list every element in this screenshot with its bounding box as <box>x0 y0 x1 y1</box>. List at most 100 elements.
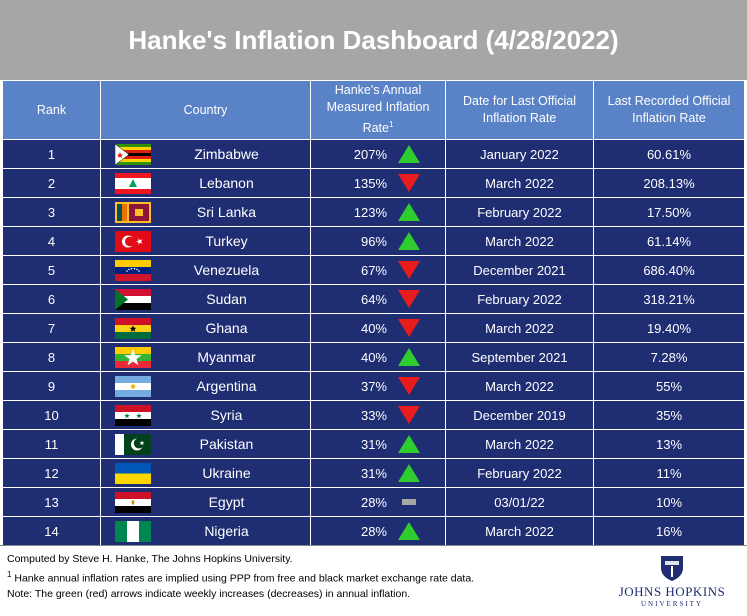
country-cell: Egypt <box>100 487 311 517</box>
footnote-marker: 1 <box>7 570 12 579</box>
up-arrow-icon <box>398 435 420 453</box>
rank-cell: 2 <box>2 168 101 198</box>
down-arrow-icon <box>398 261 420 279</box>
country-name: Argentina <box>196 378 257 394</box>
down-arrow-icon <box>398 319 420 337</box>
hanke-rate-cell: 31% <box>310 429 446 459</box>
flag-ghana-icon <box>115 317 151 339</box>
footnote-computed-by: Computed by Steve H. Hanke, The Johns Ho… <box>7 553 293 565</box>
flag-sudan-icon <box>115 288 151 310</box>
table-row: 7 Ghana 40% March 2022 19.40% <box>2 313 745 343</box>
country-name: Syria <box>210 407 243 423</box>
up-arrow-icon <box>398 348 420 366</box>
footnote-ppp: 1 Hanke annual inflation rates are impli… <box>7 567 474 587</box>
official-rate-cell: 60.61% <box>593 139 745 169</box>
table-row: 12 Ukraine 31% February 2022 11% <box>2 458 745 488</box>
dashboard-title: Hanke's Inflation Dashboard (4/28/2022) <box>128 24 619 55</box>
table-row: 13 Egypt 28% 03/01/22 10% <box>2 487 745 517</box>
country-cell: Sudan <box>100 284 311 314</box>
country-cell: Turkey <box>100 226 311 256</box>
country-name: Venezuela <box>193 262 260 278</box>
flag-nigeria-icon <box>115 520 151 542</box>
rank-cell: 12 <box>2 458 101 488</box>
country-cell: Ghana <box>100 313 311 343</box>
official-rate-cell: 13% <box>593 429 745 459</box>
header-hanke-label: Hanke's Annual Measured Inflation Rate <box>326 83 430 136</box>
hanke-rate-value: 40% <box>360 320 387 336</box>
flag-venezuela-icon <box>115 259 151 281</box>
official-rate-cell: 19.40% <box>593 313 745 343</box>
official-rate-cell: 16% <box>593 516 745 546</box>
country-cell: Sri Lanka <box>100 197 311 227</box>
rank-cell: 14 <box>2 516 101 546</box>
date-cell: March 2022 <box>445 226 594 256</box>
up-arrow-icon <box>398 203 420 221</box>
rank-cell: 4 <box>2 226 101 256</box>
country-name: Nigeria <box>204 523 249 539</box>
table-row: 3 Sri Lanka 123% February 2022 17.50% <box>2 197 745 227</box>
flag-sri-lanka-icon <box>115 201 151 223</box>
date-cell: September 2021 <box>445 342 594 372</box>
hanke-rate-value: 31% <box>360 465 387 481</box>
footnotes: Computed by Steve H. Hanke, The Johns Ho… <box>7 552 474 602</box>
hanke-rate-cell: 40% <box>310 342 446 372</box>
hanke-rate-cell: 96% <box>310 226 446 256</box>
date-cell: February 2022 <box>445 458 594 488</box>
hanke-rate-value: 37% <box>360 378 387 394</box>
official-rate-cell: 11% <box>593 458 745 488</box>
rank-cell: 7 <box>2 313 101 343</box>
flat-marker-icon <box>402 499 416 505</box>
logo-subtitle: UNIVERSITY <box>641 600 703 608</box>
footer: Computed by Steve H. Hanke, The Johns Ho… <box>0 545 747 616</box>
date-cell: March 2022 <box>445 371 594 401</box>
country-name: Sri Lanka <box>196 204 257 220</box>
logo-name: JOHNS HOPKINS <box>618 584 726 599</box>
rank-cell: 10 <box>2 400 101 430</box>
rank-cell: 5 <box>2 255 101 285</box>
official-rate-cell: 208.13% <box>593 168 745 198</box>
table-row: 8 Myanmar 40% September 2021 7.28% <box>2 342 745 372</box>
jhu-logo: JOHNS HOPKINS UNIVERSITY <box>617 554 727 612</box>
rank-cell: 9 <box>2 371 101 401</box>
rank-cell: 3 <box>2 197 101 227</box>
hanke-rate-cell: 28% <box>310 487 446 517</box>
country-cell: Ukraine <box>100 458 311 488</box>
flag-syria-icon <box>115 404 151 426</box>
hanke-rate-value: 28% <box>360 494 387 510</box>
hanke-rate-value: 64% <box>360 291 387 307</box>
table-row: 2 Lebanon 135% March 2022 208.13% <box>2 168 745 198</box>
country-cell: Syria <box>100 400 311 430</box>
hanke-rate-value: 33% <box>360 407 387 423</box>
hanke-rate-value: 40% <box>360 349 387 365</box>
rank-cell: 8 <box>2 342 101 372</box>
hanke-rate-cell: 67% <box>310 255 446 285</box>
flag-egypt-icon <box>115 491 151 513</box>
country-cell: Lebanon <box>100 168 311 198</box>
flag-turkey-icon <box>115 230 151 252</box>
rank-cell: 13 <box>2 487 101 517</box>
table-row: 9 Argentina 37% March 2022 55% <box>2 371 745 401</box>
date-cell: December 2021 <box>445 255 594 285</box>
hanke-rate-cell: 31% <box>310 458 446 488</box>
header-hanke-footnote: 1 <box>388 120 394 130</box>
table-row: 10 Syria 33% December 2019 35% <box>2 400 745 430</box>
country-cell: Pakistan <box>100 429 311 459</box>
hanke-rate-value: 67% <box>360 262 387 278</box>
down-arrow-icon <box>398 377 420 395</box>
footnote-ppp-text: Hanke annual inflation rates are implied… <box>11 572 475 585</box>
date-cell: March 2022 <box>445 429 594 459</box>
header-rank: Rank <box>2 80 101 140</box>
up-arrow-icon <box>398 464 420 482</box>
flag-zimbabwe-icon <box>115 143 151 165</box>
table-row: 4 Turkey 96% March 2022 61.14% <box>2 226 745 256</box>
date-cell: December 2019 <box>445 400 594 430</box>
rank-cell: 6 <box>2 284 101 314</box>
country-cell: Venezuela <box>100 255 311 285</box>
header-row: Rank Country Hanke's Annual Measured Inf… <box>2 80 745 140</box>
hanke-rate-cell: 37% <box>310 371 446 401</box>
date-cell: March 2022 <box>445 168 594 198</box>
hanke-rate-value: 31% <box>360 436 387 452</box>
official-rate-cell: 61.14% <box>593 226 745 256</box>
date-cell: February 2022 <box>445 197 594 227</box>
header-hanke: Hanke's Annual Measured Inflation Rate1 <box>310 80 446 140</box>
